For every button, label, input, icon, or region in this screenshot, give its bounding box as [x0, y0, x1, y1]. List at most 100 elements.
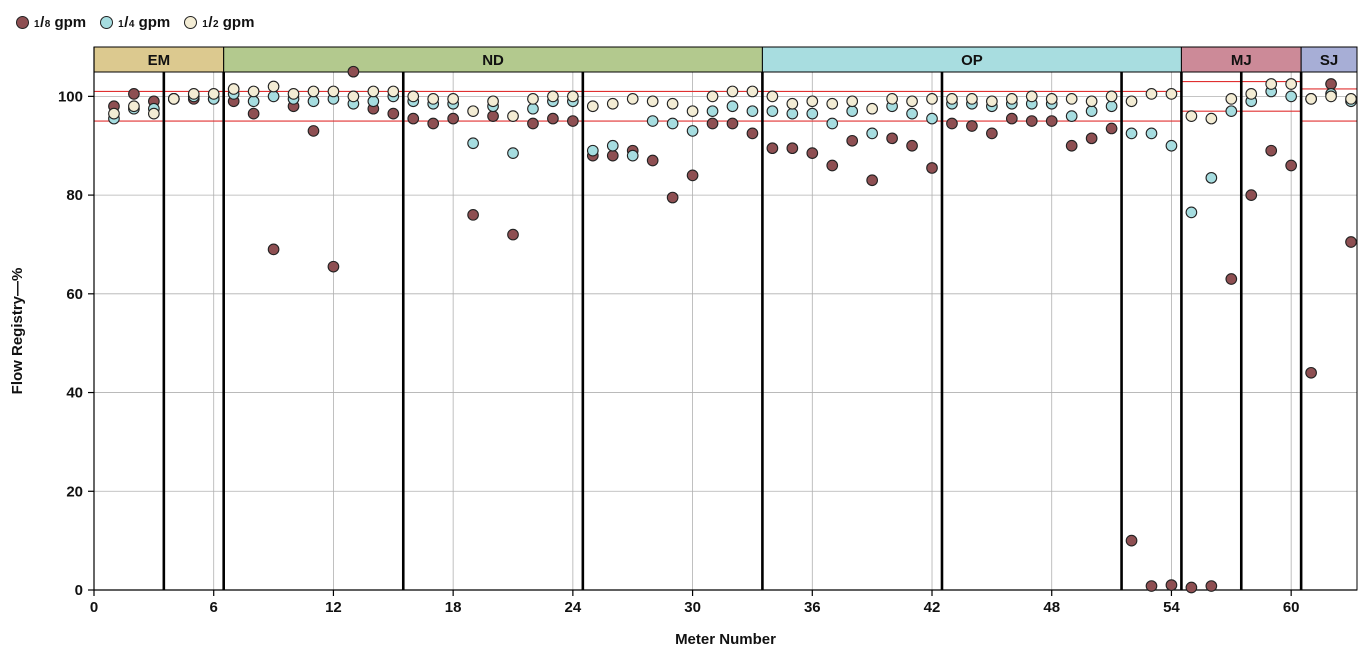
data-point — [1225, 273, 1238, 285]
data-point — [1205, 112, 1218, 125]
data-point — [866, 102, 879, 115]
data-point — [1065, 110, 1078, 122]
data-point — [1165, 579, 1178, 591]
data-point — [128, 100, 140, 113]
y-tick-label: 40 — [66, 385, 83, 402]
data-point — [247, 95, 260, 108]
data-point — [527, 102, 539, 115]
data-point — [407, 112, 420, 125]
data-point — [1205, 580, 1218, 592]
data-point — [128, 88, 140, 100]
x-tick-label: 18 — [445, 599, 462, 616]
data-point — [806, 95, 819, 108]
data-point — [786, 142, 799, 155]
data-point — [746, 127, 759, 140]
data-point — [926, 92, 938, 105]
data-point — [267, 80, 280, 93]
data-point — [946, 117, 958, 130]
data-point — [108, 107, 120, 120]
data-point — [666, 117, 679, 130]
data-point — [686, 125, 699, 137]
y-tick-label: 80 — [66, 187, 83, 204]
data-point — [926, 112, 938, 125]
data-point — [307, 95, 320, 108]
group-label: MJ — [1231, 52, 1252, 69]
data-point — [427, 117, 440, 130]
legend-item-quarter-gpm: 1/4 gpm — [100, 14, 170, 31]
data-point — [1145, 580, 1158, 592]
data-point — [686, 169, 699, 182]
data-point — [367, 85, 380, 98]
data-point — [467, 105, 479, 118]
data-point — [726, 85, 739, 98]
data-point — [726, 117, 739, 130]
group-label: ND — [482, 52, 504, 69]
data-point — [1085, 132, 1098, 145]
data-point — [1085, 95, 1098, 108]
data-point — [1125, 95, 1138, 108]
data-point — [1305, 366, 1317, 379]
data-point — [187, 88, 200, 100]
data-point — [846, 105, 859, 118]
data-point — [307, 125, 320, 137]
data-point — [886, 132, 898, 145]
data-point — [826, 117, 839, 130]
data-point — [267, 243, 280, 256]
data-point — [1165, 139, 1178, 152]
group-band — [761, 46, 1182, 73]
data-point — [786, 107, 799, 120]
data-point — [886, 92, 898, 105]
data-point — [1145, 88, 1158, 100]
data-point — [1285, 90, 1298, 103]
data-point — [367, 95, 380, 108]
data-point — [606, 139, 619, 152]
legend-swatch — [100, 15, 114, 29]
data-point — [846, 95, 859, 108]
data-point — [586, 144, 599, 157]
x-tick-label: 0 — [90, 599, 98, 616]
data-point — [567, 90, 579, 103]
data-point — [1265, 78, 1278, 90]
data-point — [387, 107, 400, 120]
data-point — [1105, 100, 1118, 113]
data-point — [1285, 78, 1298, 90]
legend-item-eighth-gpm: 1/8 gpm — [16, 14, 86, 31]
data-point — [666, 97, 679, 110]
data-point — [1065, 92, 1078, 105]
data-point — [866, 127, 879, 140]
data-point — [646, 154, 659, 167]
data-point — [1165, 88, 1178, 100]
data-point — [467, 208, 479, 221]
group-band — [1300, 46, 1358, 73]
data-point — [507, 147, 519, 159]
data-point — [247, 85, 260, 98]
x-tick-label: 42 — [924, 599, 941, 616]
data-point — [487, 110, 499, 122]
x-tick-label: 36 — [804, 599, 821, 616]
data-point — [1005, 92, 1018, 105]
data-point — [766, 142, 779, 155]
y-tick-label: 60 — [66, 286, 83, 303]
data-point — [906, 139, 918, 152]
data-point — [447, 92, 459, 105]
data-point — [227, 83, 240, 95]
data-point — [1325, 78, 1337, 90]
data-point — [267, 90, 280, 103]
data-point — [1205, 171, 1218, 184]
data-point — [467, 137, 479, 150]
data-point — [1265, 144, 1278, 157]
data-point — [167, 92, 180, 105]
data-point — [207, 88, 220, 100]
data-point — [766, 90, 779, 103]
data-point — [148, 107, 160, 120]
legend-label: 1/4 gpm — [118, 13, 171, 31]
data-point — [626, 92, 639, 105]
y-tick-label: 20 — [66, 483, 83, 500]
x-tick-label: 12 — [325, 599, 342, 616]
data-point — [1045, 92, 1058, 105]
data-point — [347, 65, 360, 78]
group-label: SJ — [1320, 52, 1338, 69]
data-point — [1005, 112, 1018, 125]
plot-frame — [93, 46, 1358, 591]
x-tick-label: 60 — [1283, 599, 1300, 616]
